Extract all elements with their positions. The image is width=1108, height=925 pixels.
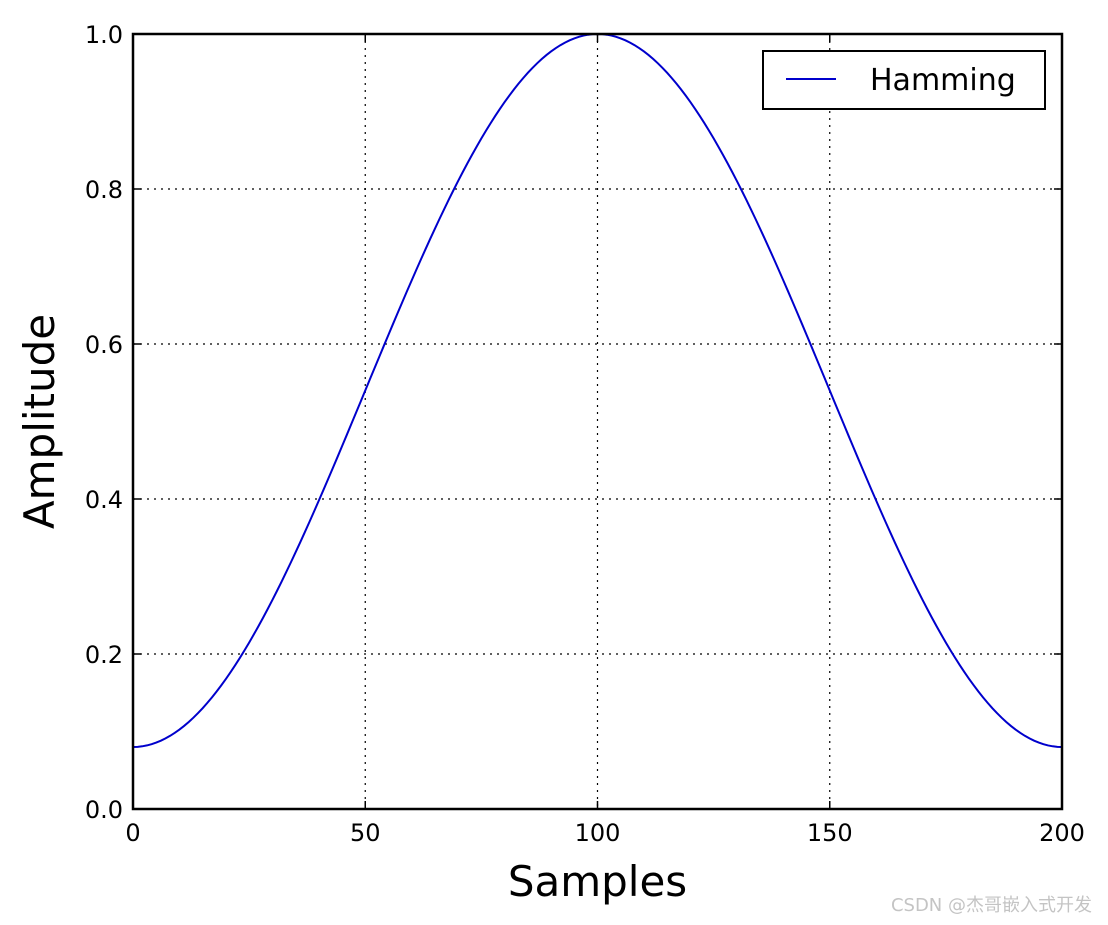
x-tick-label: 0 — [125, 819, 140, 847]
grid-lines — [133, 34, 1062, 809]
watermark: CSDN @杰哥嵌入式开发 — [890, 895, 1092, 916]
y-tick-label: 0.4 — [85, 486, 123, 514]
legend: Hamming — [762, 50, 1046, 110]
axis-ticks — [132, 33, 1063, 810]
y-axis-label: Amplitude — [15, 314, 64, 529]
axis-tick-labels: 0 50 100 150 200 0.0 0.2 0.4 0.6 0.8 1.0 — [85, 21, 1085, 847]
x-tick-label: 100 — [575, 819, 621, 847]
x-tick-label: 150 — [807, 819, 853, 847]
y-tick-label: 0.0 — [85, 796, 123, 824]
x-tick-label: 200 — [1039, 819, 1085, 847]
y-tick-label: 0.6 — [85, 331, 123, 359]
x-tick-label: 50 — [350, 819, 381, 847]
legend-label-hamming: Hamming — [870, 63, 1016, 98]
y-tick-label: 0.2 — [85, 641, 123, 669]
y-tick-label: 0.8 — [85, 176, 123, 204]
y-tick-label: 1.0 — [85, 21, 123, 49]
x-axis-label: Samples — [508, 857, 687, 906]
